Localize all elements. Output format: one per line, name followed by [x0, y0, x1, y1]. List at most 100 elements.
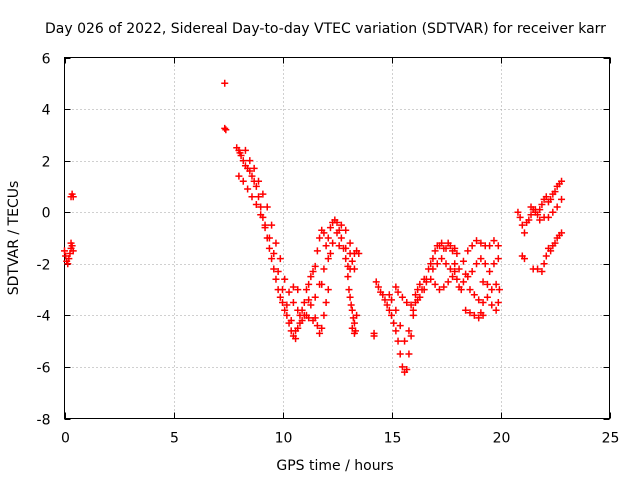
data-point — [385, 291, 393, 299]
data-point — [475, 314, 483, 322]
data-point — [268, 221, 276, 229]
data-point — [337, 234, 345, 242]
data-point — [558, 229, 566, 237]
data-point — [494, 255, 502, 263]
data-point — [486, 268, 494, 276]
data-point — [252, 200, 260, 208]
data-point — [385, 306, 393, 314]
data-point — [558, 195, 566, 203]
data-point — [551, 188, 559, 196]
x-tick-label: 5 — [170, 431, 179, 447]
data-point — [462, 306, 470, 314]
data-point — [453, 275, 461, 283]
data-point — [294, 306, 302, 314]
data-point — [292, 335, 300, 343]
data-point — [403, 366, 411, 374]
data-point — [459, 257, 467, 265]
data-point — [348, 257, 356, 265]
data-point — [279, 298, 286, 306]
x-tick-label: 15 — [384, 431, 402, 447]
plot-frame — [64, 57, 610, 419]
data-point — [388, 311, 395, 319]
data-point — [347, 301, 355, 309]
data-point — [390, 319, 398, 327]
data-point — [446, 265, 454, 273]
axis-ticks — [64, 57, 611, 420]
data-point — [411, 291, 419, 299]
data-point — [346, 293, 354, 301]
data-point — [492, 280, 500, 288]
data-point — [464, 273, 472, 281]
data-point — [549, 208, 557, 216]
data-points — [61, 79, 566, 376]
data-point — [283, 311, 291, 319]
data-point — [494, 298, 502, 306]
data-point — [527, 203, 535, 211]
data-point — [494, 242, 502, 250]
data-point — [270, 249, 278, 257]
data-point — [470, 291, 478, 299]
y-tick-label: -4 — [37, 309, 51, 325]
data-point — [300, 298, 308, 306]
data-point — [540, 260, 548, 268]
data-point — [324, 234, 332, 242]
data-point — [440, 283, 448, 291]
data-point — [538, 268, 546, 276]
data-point — [313, 247, 321, 255]
data-point — [305, 280, 313, 288]
data-point — [547, 195, 555, 203]
data-point — [292, 327, 300, 335]
data-point — [289, 283, 297, 291]
data-point — [265, 234, 273, 242]
data-point — [435, 286, 443, 294]
data-point — [307, 301, 315, 309]
data-point — [350, 329, 358, 337]
data-point — [544, 213, 552, 221]
data-point — [464, 247, 472, 255]
data-point — [333, 229, 341, 237]
data-point — [289, 298, 297, 306]
data-point — [333, 219, 341, 227]
data-point — [322, 298, 330, 306]
data-point — [342, 244, 350, 252]
data-point — [538, 200, 546, 208]
grid-lines — [64, 57, 610, 419]
data-point — [259, 190, 267, 198]
data-point — [348, 324, 356, 332]
data-point — [394, 288, 402, 296]
data-point — [270, 265, 278, 273]
data-point — [483, 293, 491, 301]
data-point — [442, 260, 450, 268]
data-point — [427, 275, 435, 283]
x-tick-label: 20 — [493, 431, 511, 447]
data-point — [283, 301, 291, 309]
data-point — [309, 268, 317, 276]
data-point — [422, 278, 430, 286]
data-point — [481, 260, 489, 268]
y-tick-label: 2 — [42, 155, 51, 171]
data-point — [401, 337, 409, 345]
chart-title: Day 026 of 2022, Sidereal Day-to-day VTE… — [45, 21, 606, 37]
data-point — [520, 229, 528, 237]
data-point — [255, 193, 263, 201]
data-point — [547, 247, 555, 255]
data-point — [320, 229, 328, 237]
data-point — [257, 211, 265, 219]
data-point — [342, 226, 350, 234]
data-point — [272, 239, 280, 247]
data-point — [235, 172, 243, 180]
data-point — [396, 350, 404, 358]
data-point — [221, 79, 229, 87]
data-point — [433, 260, 441, 268]
data-point — [324, 255, 332, 263]
data-point — [470, 311, 478, 319]
data-point — [320, 311, 328, 319]
data-point — [239, 177, 247, 185]
data-point — [64, 260, 72, 268]
data-point — [268, 255, 276, 263]
data-point — [318, 280, 326, 288]
data-point — [455, 265, 463, 273]
data-point — [431, 280, 439, 288]
data-point — [250, 164, 258, 172]
data-point — [479, 298, 487, 306]
